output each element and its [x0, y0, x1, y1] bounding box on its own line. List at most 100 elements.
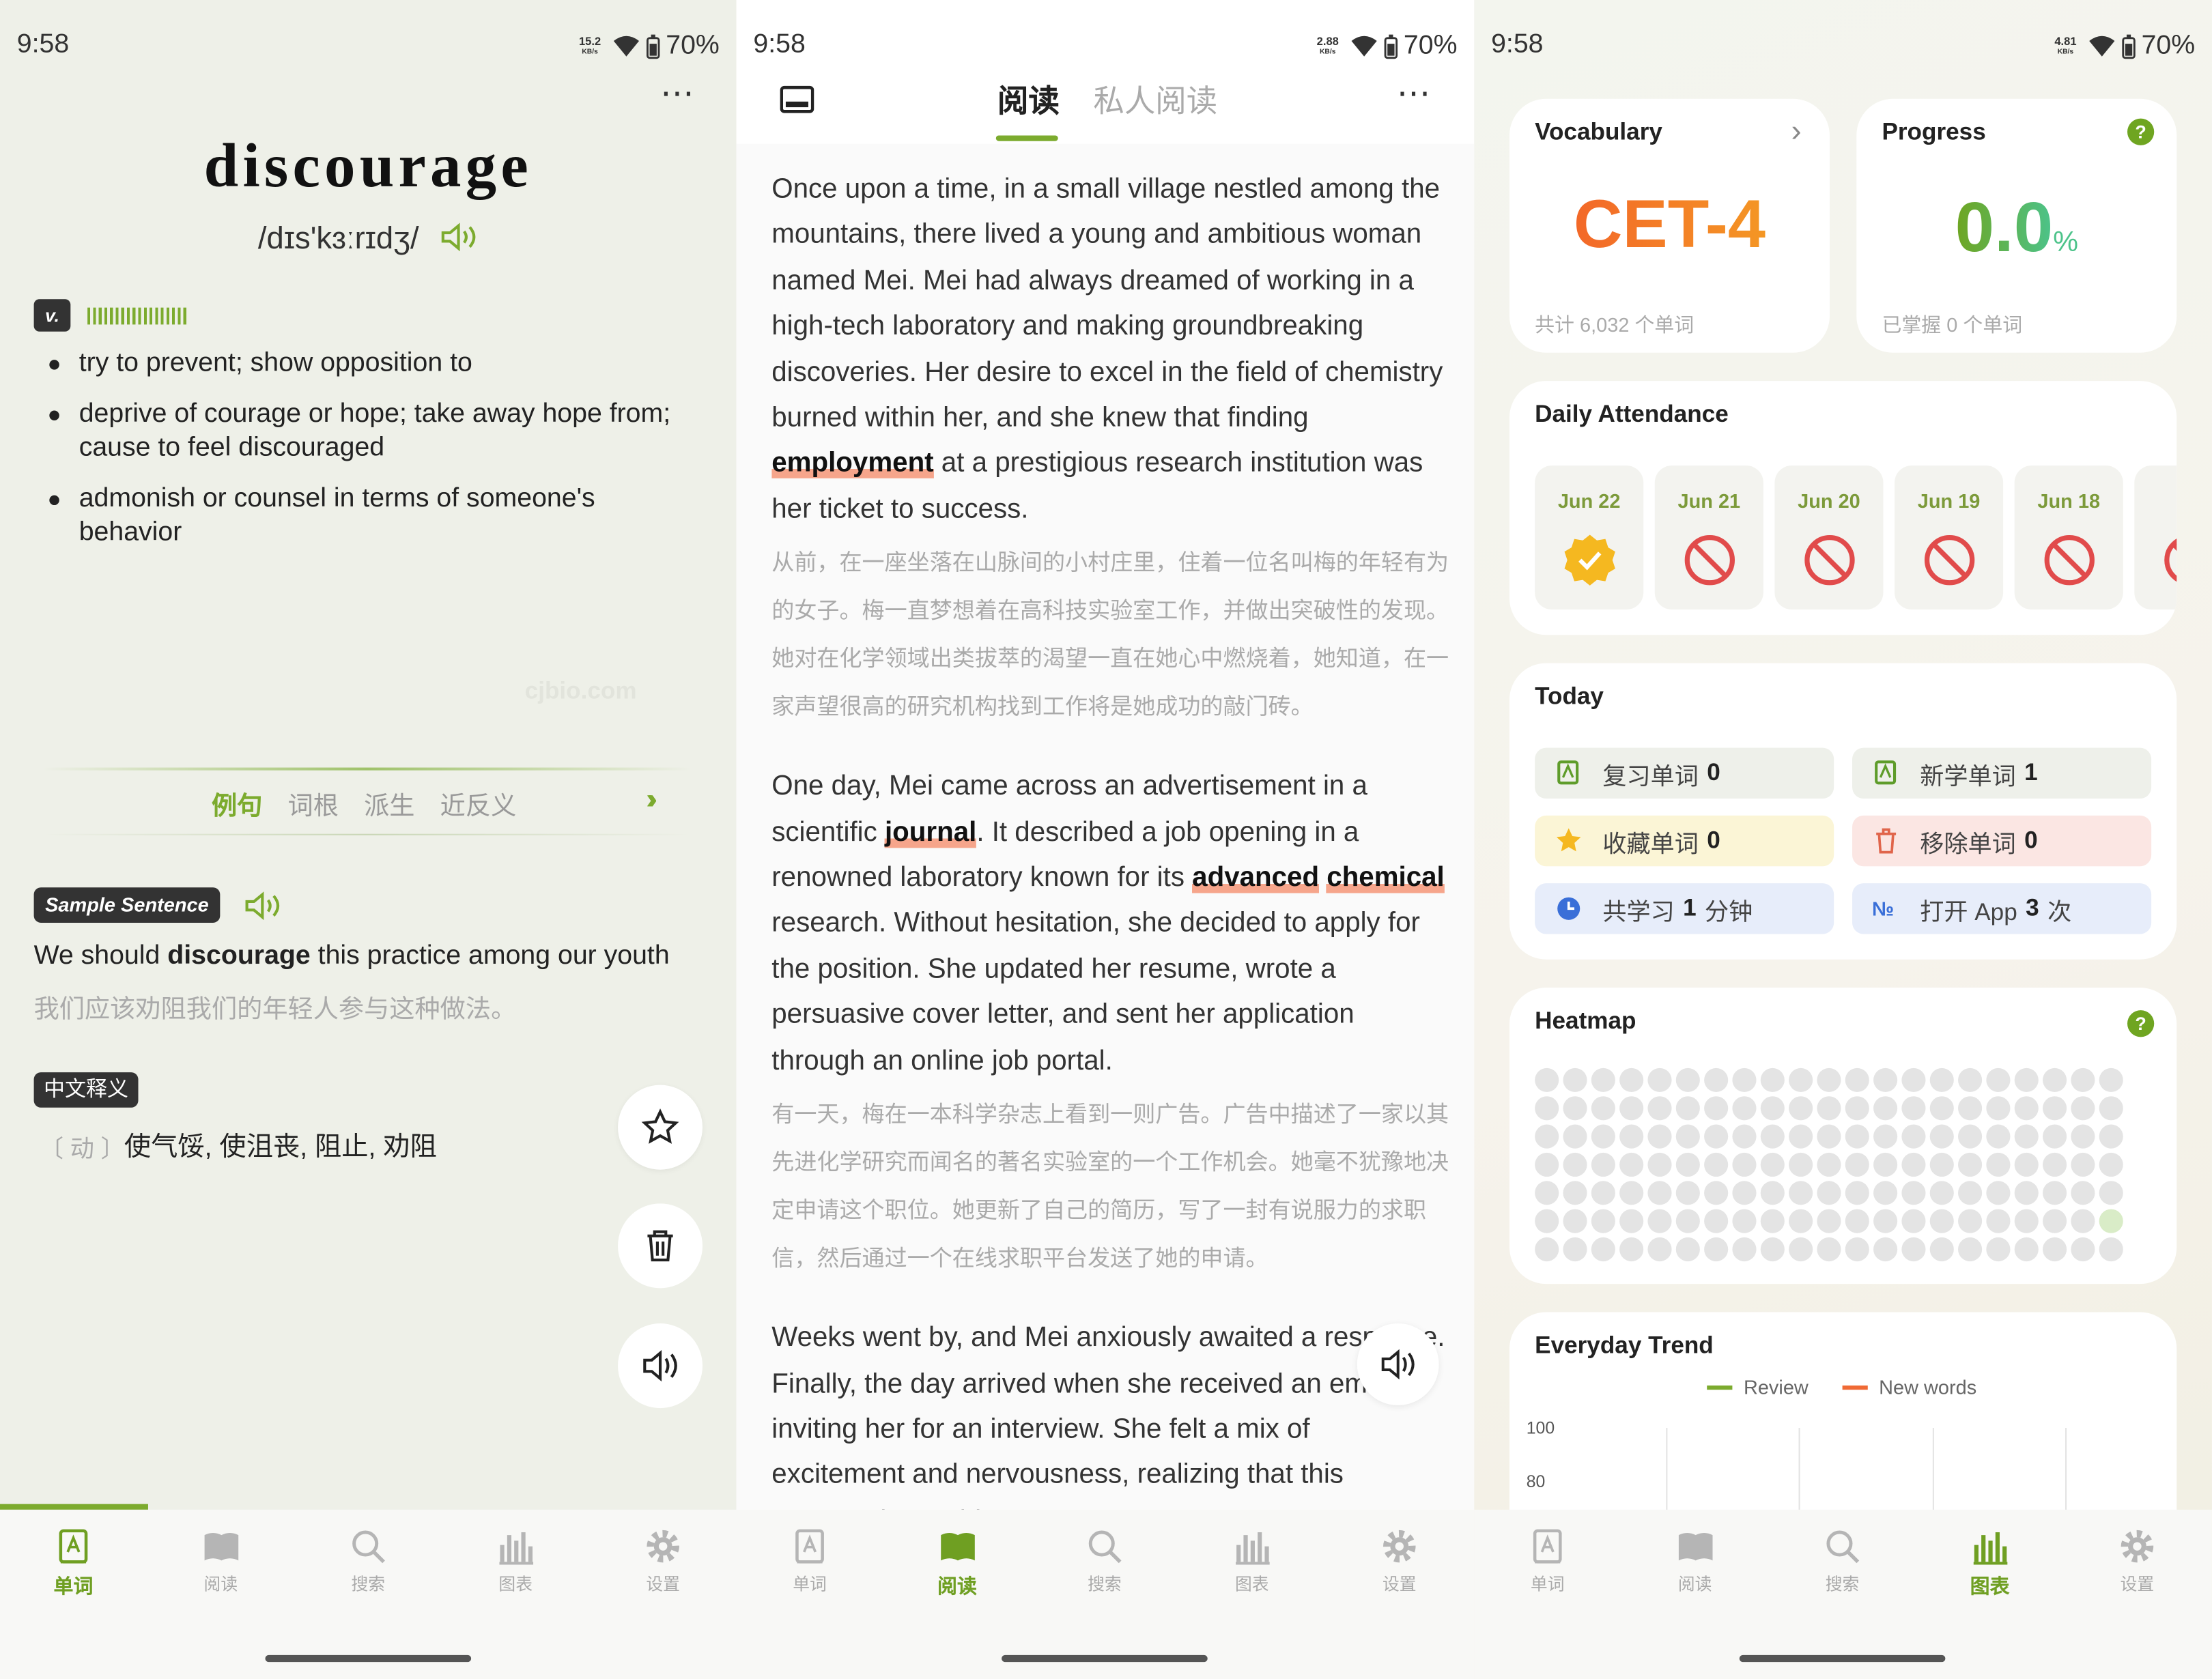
nav-item[interactable]: 单词: [767, 1527, 852, 1596]
stat-item: 共学习 1 分钟: [1535, 883, 1834, 934]
nav-item[interactable]: 图表: [1948, 1527, 2032, 1600]
subtitle-toggle[interactable]: [780, 85, 814, 115]
nav-item[interactable]: 搜索: [326, 1527, 410, 1596]
speaker-icon[interactable]: [242, 890, 282, 921]
nav-item[interactable]: 搜索: [1062, 1527, 1147, 1596]
heat-cell: [2043, 1152, 2067, 1177]
heat-cell: [1563, 1124, 1587, 1149]
card-title: Vocabulary: [1535, 118, 1662, 145]
definitions: try to prevent; show opposition to depriv…: [48, 347, 683, 567]
heat-cell: [1647, 1181, 1672, 1205]
speaker-icon[interactable]: [439, 222, 479, 253]
heat-cell: [1817, 1152, 1841, 1177]
nav-icon: [1088, 1530, 1122, 1564]
heat-cell: [1845, 1067, 1869, 1093]
y-tick-label: 100: [1526, 1418, 1555, 1438]
legend-item: Review: [1707, 1376, 1809, 1398]
more-button[interactable]: ⋯: [660, 74, 696, 113]
nav-label: 设置: [1382, 1574, 1417, 1594]
tab[interactable]: 例句: [211, 791, 263, 820]
heat-cell: [2043, 1067, 2067, 1093]
tab[interactable]: 私人阅读: [1093, 83, 1218, 119]
day-tile: Jun 20: [1774, 465, 1884, 610]
more-button[interactable]: ⋯: [1396, 74, 1431, 113]
wifi-icon: [613, 35, 639, 57]
heat-cell: [1958, 1096, 1983, 1121]
heat-cell: [1958, 1124, 1983, 1149]
nav-icon: [352, 1530, 385, 1564]
nav-item[interactable]: 阅读: [1653, 1527, 1738, 1596]
heat-cell: [1535, 1152, 1559, 1177]
card-title: Daily Attendance: [1535, 401, 1729, 428]
highlight-word[interactable]: journal: [884, 816, 977, 848]
heat-cell: [2099, 1124, 2123, 1149]
nav-item[interactable]: 阅读: [178, 1527, 263, 1596]
heat-cell: [1619, 1067, 1644, 1093]
nav-label: 阅读: [1677, 1574, 1712, 1594]
heat-cell: [1873, 1237, 1898, 1262]
home-indicator: [1002, 1654, 1208, 1663]
legend-item: New words: [1842, 1376, 1976, 1398]
nav-item[interactable]: 阅读: [915, 1527, 999, 1600]
heat-cell: [1675, 1181, 1700, 1205]
svg-text:№: №: [1872, 899, 1894, 921]
nav-item[interactable]: 单词: [31, 1527, 115, 1600]
clock: 9:58: [753, 29, 806, 59]
battery-level: 70%: [2141, 31, 2196, 61]
tab[interactable]: 词根: [287, 791, 339, 820]
speak-button[interactable]: [1357, 1323, 1439, 1405]
speaker-icon: [643, 1350, 677, 1382]
nav-item[interactable]: 设置: [621, 1527, 705, 1596]
heat-cell: [1704, 1181, 1729, 1205]
heat-cell: [1817, 1067, 1841, 1093]
help-icon[interactable]: ?: [2127, 1010, 2155, 1037]
tab-active[interactable]: 阅读: [997, 83, 1060, 119]
heat-cell: [1704, 1237, 1729, 1262]
highlight-word[interactable]: chemical: [1327, 862, 1445, 893]
heat-cell: [1873, 1209, 1898, 1233]
reading-screen: 阅读 私人阅读 ⋯ Once upon a time, in a small v…: [736, 0, 1475, 1679]
tab[interactable]: 近反义: [440, 791, 517, 820]
heat-cell: [1873, 1181, 1898, 1205]
speak-button[interactable]: [618, 1323, 703, 1409]
phonetic-row: /dɪs'kɜːrɪdʒ/: [0, 220, 737, 257]
day-date: Jun 20: [1798, 489, 1860, 513]
definition-text: admonish or counsel in terms of someone'…: [79, 484, 595, 548]
nav-label: 图表: [1235, 1574, 1269, 1594]
nav-item[interactable]: 单词: [1505, 1527, 1590, 1596]
highlight-word[interactable]: advanced: [1192, 862, 1320, 893]
highlight-word[interactable]: employment: [771, 448, 934, 479]
legend-label: New words: [1879, 1375, 1977, 1398]
more-tabs-arrow[interactable]: ›››: [646, 784, 657, 816]
heat-cell: [1619, 1209, 1644, 1233]
delete-button[interactable]: [618, 1203, 703, 1289]
speed-value: 15.2: [578, 35, 601, 48]
nav-item[interactable]: 设置: [2095, 1527, 2179, 1596]
status-icons: 15.2 KB/s 70%: [579, 31, 720, 61]
nav-item[interactable]: 图表: [1210, 1527, 1294, 1596]
heat-cell: [2043, 1096, 2067, 1121]
day-date: Jun 19: [1917, 489, 1981, 513]
heat-cell: [1873, 1124, 1898, 1149]
cn-pos: 〔 动 〕: [39, 1136, 125, 1163]
heat-cell: [1675, 1152, 1700, 1177]
heat-cell: [1760, 1096, 1785, 1121]
nav-item[interactable]: 设置: [1357, 1527, 1442, 1596]
stat-label: 收藏单词: [1602, 830, 1699, 857]
heat-cell: [1619, 1124, 1644, 1149]
nav-item[interactable]: 搜索: [1800, 1527, 1885, 1596]
nav-item[interactable]: 图表: [473, 1527, 558, 1596]
favorite-button[interactable]: [618, 1085, 703, 1170]
heat-cell: [2099, 1152, 2123, 1177]
tab[interactable]: 派生: [364, 791, 415, 820]
heat-cell: [1929, 1237, 1954, 1262]
heat-cell: [1732, 1152, 1757, 1177]
day-date: Jun 18: [2037, 489, 2101, 513]
status-icons: 4.81 KB/s 70%: [2054, 31, 2195, 61]
nav-icon: [1972, 1532, 2007, 1565]
day-date: Ju: [2134, 489, 2176, 512]
vocabulary-card[interactable]: Vocabulary › CET-4 共计 6,032 个单词: [1509, 98, 1830, 353]
nav-label: 搜索: [1825, 1574, 1860, 1594]
help-icon[interactable]: ?: [2127, 118, 2155, 145]
heat-cell: [2099, 1067, 2123, 1093]
